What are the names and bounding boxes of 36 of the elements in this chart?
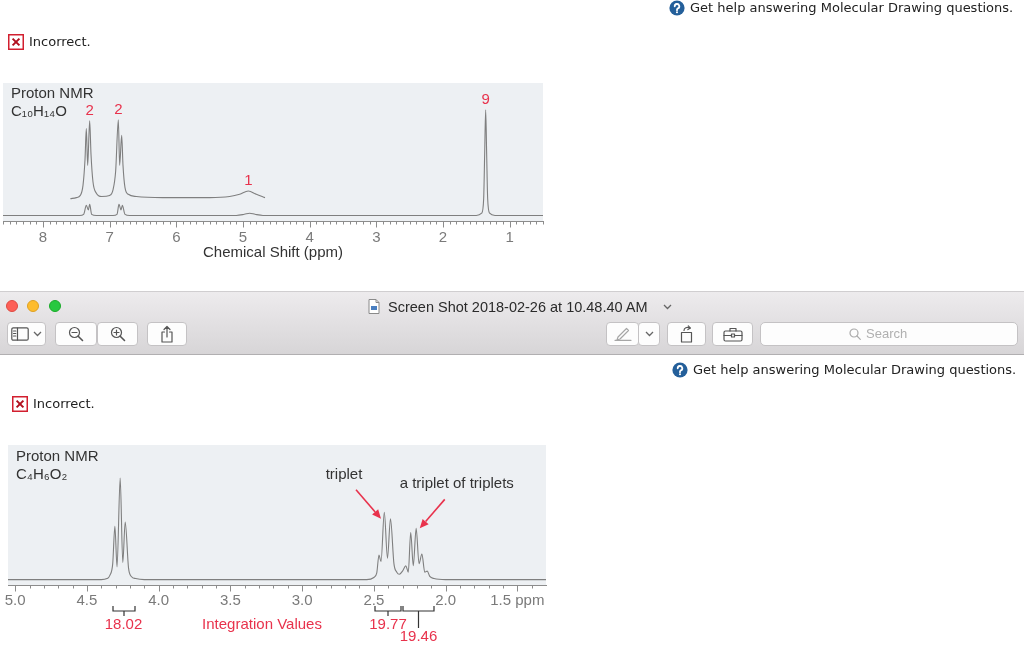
chart-title: Proton NMR [11, 84, 94, 102]
x-tick-label: 2 [438, 228, 448, 246]
text: 18.02 [104, 615, 143, 633]
text: Get help answering Molecular Drawing questions. [690, 0, 1014, 16]
x-tick-label: 4 [305, 228, 314, 246]
x-tick-label: 3.5 [219, 591, 241, 609]
x-tick-label: 5 [238, 228, 248, 246]
x-tick-label: 4.5 [76, 591, 98, 609]
annotation: 2 [85, 100, 94, 118]
x-tick-label: 1 [505, 228, 514, 246]
x-tick-label: 8 [38, 228, 48, 246]
annotation: triplet [325, 464, 364, 482]
x-tick-label: 3.0 [291, 591, 313, 609]
text: Screen Shot 2018-02-26 at 10.48.40 AM [388, 299, 648, 315]
text: 19.77 [369, 615, 407, 632]
text: Search [866, 326, 908, 342]
text: Get help answering Molecular Drawing questions. [693, 362, 1017, 378]
annotation: a triplet of triplets [399, 474, 514, 492]
x-tick-label: 3 [372, 228, 381, 246]
x-tick-label: 5.0 [4, 591, 26, 609]
x-axis-title: Chemical Shift (ppm) [202, 243, 344, 261]
annotation: 9 [481, 89, 490, 107]
x-tick-label: 2.5 [363, 591, 385, 609]
chart-title: Proton NMR [16, 447, 99, 465]
x-tick-label: 4.0 [148, 591, 170, 609]
x-tick-label: 6 [172, 228, 181, 246]
annotation: 1 [244, 171, 253, 189]
x-tick-label: 7 [105, 228, 114, 246]
x-tick-label: 1.5 ppm [490, 591, 545, 609]
text: Incorrect. [33, 396, 95, 412]
chart-subtitle: C₁₀H₁₄O [11, 102, 67, 120]
annotation: 2 [114, 99, 123, 117]
x-tick-label: 2.0 [435, 591, 456, 609]
text: Incorrect. [29, 34, 91, 50]
chart-subtitle: C₄H₆O₂ [16, 465, 68, 483]
text: Integration Values [202, 615, 322, 633]
